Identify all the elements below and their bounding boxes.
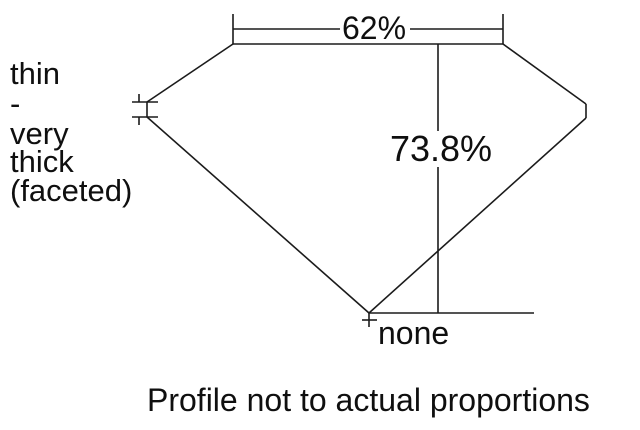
depth-percent-label: 73.8% bbox=[390, 128, 492, 169]
culet-mark bbox=[362, 313, 377, 327]
culet-label: none bbox=[378, 315, 449, 351]
girdle-label-line-very: very bbox=[10, 116, 69, 151]
table-width-measure bbox=[232, 14, 504, 44]
girdle-label-line-hyphen: - bbox=[10, 86, 20, 121]
pavilion-right-line bbox=[368, 117, 587, 314]
girdle-label-line-faceted: (faceted) bbox=[10, 173, 132, 208]
diamond-outline bbox=[146, 43, 587, 314]
table-size-label: 62% bbox=[342, 10, 406, 46]
pavilion-left-line bbox=[146, 116, 370, 314]
girdle-label-line-thick: thick bbox=[10, 144, 74, 179]
girdle-thickness-label: thin - very thick (faceted) bbox=[10, 56, 132, 208]
girdle-thickness-marks bbox=[132, 94, 158, 125]
girdle-label-line-thin: thin bbox=[10, 56, 60, 91]
crown-left-line bbox=[146, 43, 234, 103]
figure-caption: Profile not to actual proportions bbox=[147, 382, 590, 418]
depth-measure bbox=[369, 44, 534, 314]
crown-right-line bbox=[502, 43, 587, 105]
